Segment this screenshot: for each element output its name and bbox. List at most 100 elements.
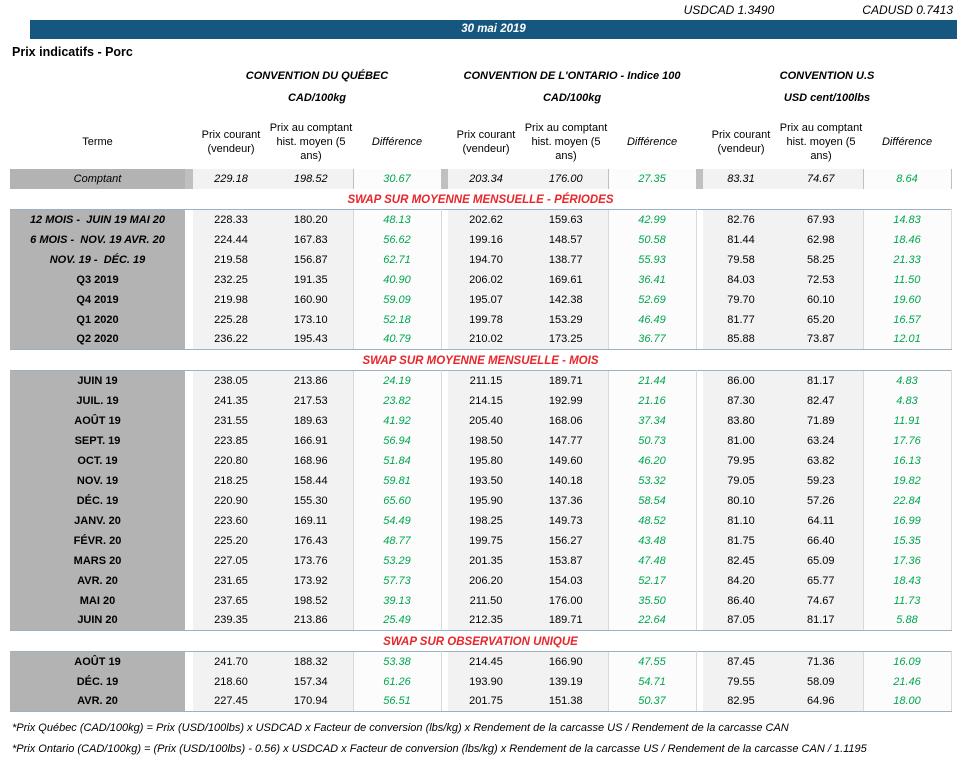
row-terme-label: Q2 2020 [10,329,185,350]
current-price-value: 84.03 [703,269,780,290]
column-gap [441,390,448,411]
difference-value: 56.94 [352,430,442,451]
difference-value: 24.19 [352,370,442,391]
column-header-difference: Différence [371,135,423,148]
column-gap [696,249,704,270]
difference-value: 53.38 [352,651,442,672]
difference-value: 23.82 [352,390,442,411]
table-row: OCT. 19 220.80 168.96 51.84 195.80 149.60 46.2… [10,450,952,471]
row-terme-label: OCT. 19 [10,450,185,471]
current-price-value: 201.75 [448,691,524,712]
hist-price-value: 62.98 [779,229,864,250]
current-price-value: 214.45 [448,651,524,672]
difference-value: 61.26 [352,671,442,692]
hist-price-value: 59.23 [779,470,864,491]
section-title: SWAP SUR OBSERVATION UNIQUE [383,636,578,648]
current-price-value: 81.10 [703,510,780,531]
row-terme-label: JUIN 19 [10,370,185,391]
current-price-value: 236.22 [193,329,269,350]
column-gap [696,410,704,431]
column-header-hist: Prix au comptant hist. moyen (5 ans) [779,121,863,163]
difference-value: 40.79 [352,329,442,350]
hist-price-value: 173.25 [524,329,608,350]
group-title-row: CONVENTION DU QUÉBEC CONVENTION DE L'ONT… [10,61,951,87]
hist-price-value: 154.03 [524,570,608,591]
row-terme-label: JUIN 20 [10,610,185,631]
table-row: Q1 2020 225.28 173.10 52.18 199.78 153.29 46.4… [10,309,952,330]
current-price-value: 239.35 [193,610,269,631]
difference-value: 48.77 [352,530,442,551]
current-price-value: 79.05 [703,470,780,491]
hist-price-value: 176.00 [524,169,608,189]
current-price-value: 218.25 [193,470,269,491]
column-header-difference: Différence [626,135,678,148]
column-gap [185,115,193,169]
current-price-value: 81.77 [703,309,780,330]
page-title: Prix indicatifs - Porc [12,45,133,59]
hist-price-value: 166.91 [269,430,353,451]
difference-value: 47.48 [607,550,697,571]
hist-price-value: 67.93 [779,209,864,230]
hist-price-value: 64.11 [779,510,864,531]
hist-price-value: 140.18 [524,470,608,491]
hist-price-value: 81.17 [779,370,864,391]
column-gap [696,61,704,87]
column-header-difference: Différence [881,135,933,148]
current-price-value: 232.25 [193,269,269,290]
hist-price-value: 138.77 [524,249,608,270]
hist-price-value: 167.83 [269,229,353,250]
column-gap [185,530,193,551]
column-gap [185,61,193,87]
hist-price-value: 195.43 [269,329,353,350]
table-row: Q2 2020 236.22 195.43 40.79 210.02 173.25 36.7… [10,329,952,350]
hist-price-value: 217.53 [269,390,353,411]
hist-price-value: 168.06 [524,410,608,431]
group-title-ontario: CONVENTION DE L'ONTARIO - Indice 100 [463,70,681,82]
current-price-value: 224.44 [193,229,269,250]
group-unit-us: USD cent/100lbs [783,92,871,104]
difference-value: 18.46 [862,229,952,250]
hist-price-value: 188.32 [269,651,353,672]
column-gap [185,309,193,330]
hist-price-value: 156.27 [524,530,608,551]
difference-value: 19.82 [862,470,952,491]
column-header-row: Terme Prix courant (vendeur) Prix au com… [10,115,951,169]
column-gap [696,115,704,169]
column-gap [185,570,193,591]
hist-price-value: 189.63 [269,410,353,431]
cadusd-label: CADUSD [862,3,913,17]
row-terme-label: MARS 20 [10,550,185,571]
hist-price-value: 58.25 [779,249,864,270]
difference-value: 50.58 [607,229,697,250]
column-gap [696,450,704,471]
current-price-value: 241.70 [193,651,269,672]
table-row: JANV. 20 223.60 169.11 54.49 198.25 149.73 48.… [10,510,952,531]
column-gap [441,169,448,189]
column-gap [185,691,193,712]
difference-value: 37.34 [607,410,697,431]
current-price-value: 193.50 [448,470,524,491]
table-header: CONVENTION DU QUÉBEC CONVENTION DE L'ONT… [10,61,951,169]
hist-price-value: 139.19 [524,671,608,692]
table-row: FÉVR. 20 225.20 176.43 48.77 199.75 156.27 43.… [10,530,952,551]
current-price-value: 237.65 [193,590,269,611]
column-gap [185,610,193,631]
current-price-value: 195.90 [448,490,524,511]
row-terme-label: 12 MOIS - JUIN 19 MAI 20 [10,209,185,230]
current-price-value: 82.45 [703,550,780,571]
difference-value: 39.13 [352,590,442,611]
difference-value: 50.73 [607,430,697,451]
table-row: NOV. 19 218.25 158.44 59.81 193.50 140.18 53.3… [10,470,952,491]
row-terme-label: SEPT. 19 [10,430,185,451]
current-price-value: 199.75 [448,530,524,551]
current-price-value: 220.80 [193,450,269,471]
current-price-value: 87.05 [703,610,780,631]
hist-price-value: 166.90 [524,651,608,672]
difference-value: 22.64 [607,610,697,631]
current-price-value: 231.65 [193,570,269,591]
difference-value: 52.17 [607,570,697,591]
current-price-value: 202.62 [448,209,524,230]
row-terme-label: NOV. 19 - DÉC. 19 [10,249,185,270]
column-gap [696,390,704,411]
current-price-value: 193.90 [448,671,524,692]
